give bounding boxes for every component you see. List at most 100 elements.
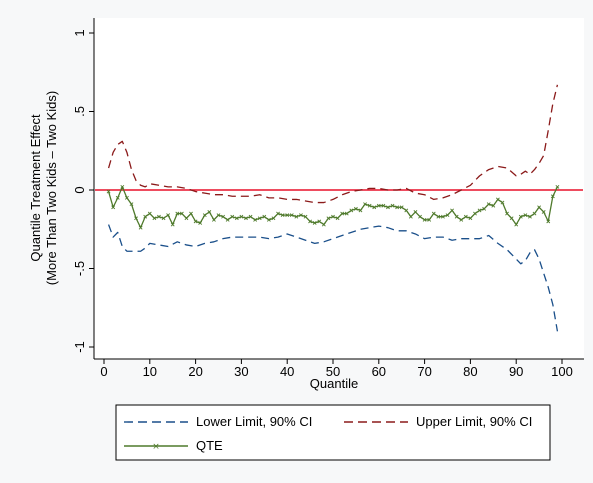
qte-point — [404, 208, 409, 213]
qte-point — [308, 219, 313, 224]
qte-point — [463, 214, 468, 219]
qte-point — [124, 195, 129, 200]
qte-point — [216, 213, 221, 218]
qte-point — [482, 206, 487, 211]
y-axis-label-line-1: Quantile Treatment Effect — [28, 114, 43, 262]
legend-label-lower-limit: Lower Limit, 90% CI — [196, 414, 312, 429]
x-tick-label: 10 — [143, 364, 157, 379]
qte-point — [514, 222, 519, 227]
qte-point — [248, 214, 253, 219]
qte-point — [473, 211, 477, 216]
qte-point — [454, 214, 459, 219]
y-tick-label: 0 — [72, 186, 87, 193]
qte-point — [367, 203, 372, 208]
qte-point — [193, 219, 198, 224]
x-tick-label: 80 — [463, 364, 477, 379]
qte-point — [431, 211, 436, 216]
x-tick-label: 60 — [372, 364, 386, 379]
legend-label-qte: QTE — [196, 438, 223, 453]
qte-point — [436, 214, 441, 219]
qte-point — [450, 208, 454, 213]
qte-point — [317, 219, 322, 224]
x-axis-label: Quantile — [310, 376, 358, 391]
qte-point — [179, 211, 184, 216]
x-tick-label: 70 — [417, 364, 431, 379]
qte-point — [289, 213, 294, 218]
qte-point — [381, 203, 386, 208]
qte-point — [111, 205, 116, 210]
legend-box — [115, 404, 551, 461]
qte-point — [106, 189, 111, 194]
series-line-upper-limit-90-ci — [107, 84, 559, 204]
qte-point — [546, 219, 551, 224]
qte-point — [262, 214, 267, 219]
qte-point — [202, 213, 207, 218]
qte-point — [120, 184, 125, 189]
qte-point — [198, 221, 203, 225]
qte-point — [399, 205, 404, 210]
qte-point — [221, 214, 225, 219]
qte-point — [239, 214, 244, 219]
series-line-lower-limit-90-ci — [107, 224, 559, 332]
y-axis-label-line-2: (More Than Two Kids – Two Kids) — [44, 91, 59, 285]
qte-point — [395, 205, 400, 210]
qte-point — [161, 216, 166, 221]
plot-area — [94, 18, 584, 359]
legend-swatch-qte-marker: × — [152, 442, 160, 452]
qte-point — [459, 217, 464, 222]
qte-point — [486, 202, 491, 207]
qte-point — [532, 211, 537, 216]
qte-point — [285, 213, 290, 218]
y-tick-label: 1 — [72, 29, 87, 36]
qte-point — [157, 214, 161, 219]
qte-point — [244, 216, 248, 221]
legend: Lower Limit, 90% CI Upper Limit, 90% CI … — [115, 404, 551, 461]
qte-point — [349, 208, 354, 213]
qte-point — [358, 208, 363, 213]
qte-point — [340, 211, 345, 216]
qte-point — [537, 205, 542, 210]
y-tick-label: .5 — [72, 106, 87, 117]
qte-point — [386, 205, 390, 210]
qte-point — [427, 217, 432, 222]
qte-point — [276, 211, 280, 216]
qte-point — [528, 214, 532, 219]
qte-point — [138, 225, 143, 230]
qte-point — [408, 214, 413, 219]
qte-point — [331, 214, 335, 219]
qte-point — [280, 213, 285, 218]
qte-point — [115, 195, 120, 200]
qte-point — [134, 216, 138, 221]
qte-point — [491, 203, 496, 208]
qte-point — [353, 206, 358, 211]
qte-point — [363, 202, 367, 207]
qte-point — [147, 211, 152, 216]
qte-point — [445, 213, 450, 218]
qte-point — [321, 222, 326, 227]
qte-point — [518, 214, 523, 219]
qte-point — [303, 214, 308, 219]
y-tick-label: -1 — [72, 341, 87, 353]
qte-point — [413, 210, 418, 214]
axes-layer — [93, 18, 584, 360]
qte-point — [477, 208, 482, 213]
qte-point — [143, 214, 148, 219]
qte-point — [271, 216, 276, 221]
qte-point — [509, 216, 514, 221]
qte-point — [257, 216, 262, 221]
y-tick-label: -.5 — [72, 261, 87, 276]
qte-point — [170, 222, 175, 227]
x-tick-label: 100 — [551, 364, 573, 379]
qte-point — [418, 214, 422, 219]
qte-point — [555, 184, 560, 189]
x-tick-label: 50 — [326, 364, 340, 379]
qte-point — [299, 213, 303, 218]
legend-label-upper-limit: Upper Limit, 90% CI — [416, 414, 532, 429]
qte-point — [230, 214, 235, 219]
qte-point — [468, 216, 473, 221]
x-tick-label: 20 — [188, 364, 202, 379]
x-tick-label: 40 — [280, 364, 294, 379]
qte-point — [344, 211, 349, 216]
qte-point — [225, 217, 230, 222]
